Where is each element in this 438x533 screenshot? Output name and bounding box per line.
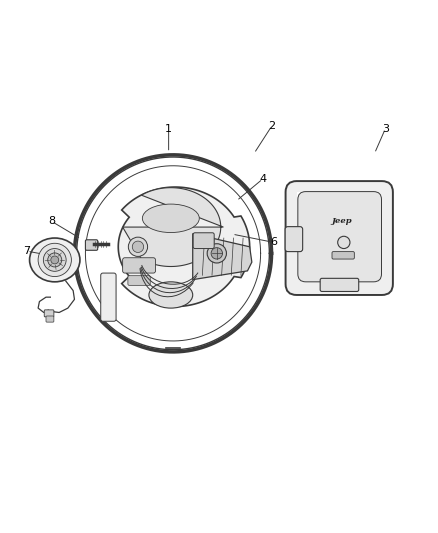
Text: 3: 3 <box>382 124 389 134</box>
FancyBboxPatch shape <box>44 310 54 317</box>
Ellipse shape <box>142 204 199 232</box>
Text: Jeep: Jeep <box>331 216 352 224</box>
FancyBboxPatch shape <box>193 233 214 248</box>
FancyBboxPatch shape <box>286 181 393 295</box>
Text: 1: 1 <box>165 124 172 134</box>
Text: 2: 2 <box>268 122 275 131</box>
FancyBboxPatch shape <box>46 316 54 322</box>
Circle shape <box>132 241 144 253</box>
FancyBboxPatch shape <box>85 240 98 251</box>
Text: 7: 7 <box>24 246 31 256</box>
Circle shape <box>211 248 223 259</box>
Circle shape <box>207 244 226 263</box>
FancyBboxPatch shape <box>332 252 354 259</box>
FancyBboxPatch shape <box>285 227 303 252</box>
Circle shape <box>48 253 62 267</box>
Ellipse shape <box>29 238 80 282</box>
FancyBboxPatch shape <box>123 258 155 273</box>
Text: 6: 6 <box>270 237 277 247</box>
Circle shape <box>338 236 350 248</box>
FancyBboxPatch shape <box>298 191 381 282</box>
Circle shape <box>128 237 148 256</box>
FancyBboxPatch shape <box>128 276 150 285</box>
FancyBboxPatch shape <box>101 273 116 321</box>
Circle shape <box>51 256 59 264</box>
Polygon shape <box>297 192 315 209</box>
Text: 4: 4 <box>259 174 266 184</box>
FancyBboxPatch shape <box>320 278 359 292</box>
Polygon shape <box>123 188 223 266</box>
Polygon shape <box>118 187 250 306</box>
Circle shape <box>43 248 66 271</box>
Circle shape <box>38 243 71 277</box>
Text: 8: 8 <box>48 216 55 227</box>
Polygon shape <box>193 233 252 280</box>
Ellipse shape <box>149 282 193 308</box>
